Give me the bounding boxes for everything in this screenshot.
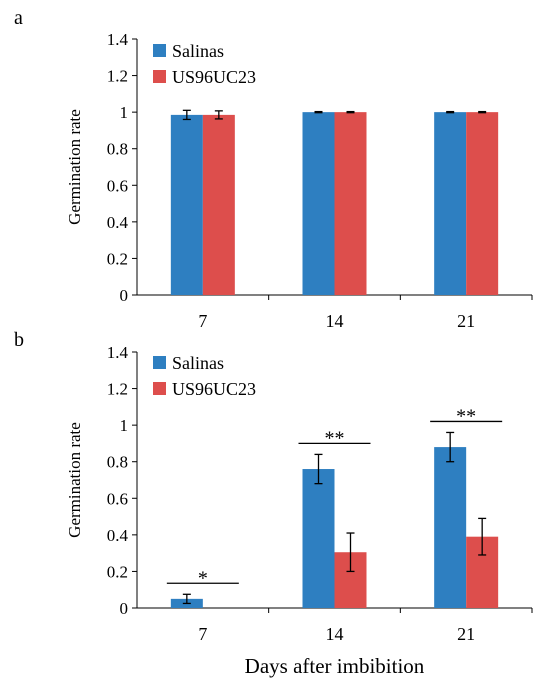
- significance-marker: **: [325, 427, 345, 449]
- significance-marker: *: [198, 567, 208, 589]
- bar-us96uc23: [334, 112, 367, 296]
- chart-panel-b: b 0 0.2 0.4 0.6 0.8 1 1.2 1.4 Germination rate 7 * 1…: [14, 329, 533, 678]
- legend-swatch: [153, 356, 166, 369]
- y-tick-label: 0.4: [107, 213, 129, 232]
- x-tick-label: 21: [457, 311, 475, 331]
- bar-salinas: [170, 114, 203, 295]
- bar-us96uc23: [466, 112, 499, 296]
- y-tick-label: 0.2: [107, 562, 128, 581]
- y-tick-label: 1.2: [107, 380, 128, 399]
- y-tick-label: 0.6: [107, 176, 128, 195]
- bar-us96uc23: [202, 114, 235, 295]
- panel-label: b: [14, 329, 24, 351]
- y-tick-label: 1.4: [107, 343, 129, 362]
- panel-label: a: [14, 7, 23, 29]
- legend-swatch: [153, 70, 166, 83]
- x-tick-label: 21: [457, 624, 475, 644]
- y-tick-label: 1.2: [107, 67, 128, 86]
- legend-swatch: [153, 44, 166, 57]
- y-axis-title: Germination rate: [65, 109, 84, 225]
- y-tick-label: 0: [120, 286, 129, 305]
- y-tick-label: 0.6: [107, 489, 128, 508]
- x-tick-label: 14: [326, 624, 344, 644]
- bar-salinas: [434, 112, 467, 296]
- x-axis-title: Days after imbibition: [245, 654, 425, 678]
- chart-panel-a: a 0 0.2 0.4 0.6 0.8 1 1.2 1.4 Germination rate 7 14…: [14, 7, 533, 331]
- legend-label: US96UC23: [172, 379, 256, 399]
- y-tick-label: 0.8: [107, 453, 128, 472]
- y-tick-label: 1.4: [107, 30, 129, 49]
- y-tick-label: 0.8: [107, 140, 128, 159]
- y-tick-label: 0: [120, 599, 129, 618]
- y-tick-label: 0.2: [107, 249, 128, 268]
- y-tick-label: 0.4: [107, 526, 129, 545]
- y-axis-title: Germination rate: [65, 422, 84, 538]
- legend-swatch: [153, 382, 166, 395]
- x-tick-label: 7: [198, 311, 207, 331]
- x-tick-label: 7: [198, 624, 207, 644]
- legend-label: US96UC23: [172, 67, 256, 87]
- bar-salinas: [434, 447, 467, 608]
- bar-salinas: [302, 469, 335, 608]
- x-tick-label: 14: [326, 311, 344, 331]
- y-tick-label: 1: [120, 103, 129, 122]
- significance-marker: **: [456, 405, 476, 427]
- y-tick-label: 1: [120, 416, 129, 435]
- bar-salinas: [302, 112, 335, 296]
- legend-label: Salinas: [172, 353, 224, 373]
- legend-label: Salinas: [172, 41, 224, 61]
